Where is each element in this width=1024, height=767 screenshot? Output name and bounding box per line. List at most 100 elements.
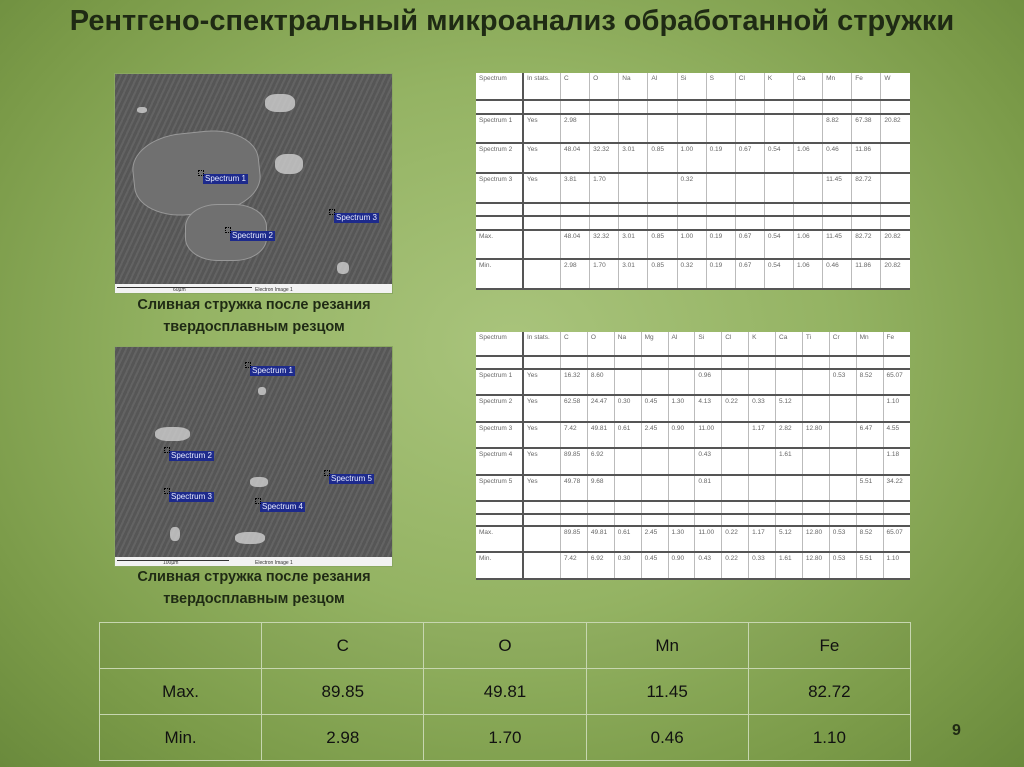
table-cell [822,100,852,115]
table-cell: 32.32 [589,229,619,261]
table-cell: 0.43 [694,552,722,580]
table-cell: 9.68 [586,474,615,503]
table-cell [734,100,765,115]
table-cell [801,395,830,423]
table-cell: 1.10 [882,395,910,423]
table-cell [880,202,910,218]
table-cell [586,501,615,515]
table-cell: 0.54 [763,143,794,175]
table-cell [676,100,707,115]
table-cell [705,100,736,115]
column-header: Si [676,73,707,102]
column-header: Fe [882,332,910,358]
table-cell [748,513,776,527]
table-cell: Spectrum 1 [476,113,523,145]
table-cell: 62.58 [560,395,588,423]
table-header-row: Spectrum In stats. C O Na Al Si S Cl K Ca Mn Fe W [476,73,910,102]
table-row: Spectrum 1 Yes 2.98 8.82 67.38 20.82 [476,113,910,145]
table-header-row: Spectrum In stats. C O Na Mg Al Si Cl K Ca Ti Cr Mn Fe [476,332,910,358]
column-header: Ca [775,332,803,358]
column-header: Fe [747,622,912,669]
table-cell [560,513,588,527]
table-cell: Min. [98,714,263,761]
table-row: Spectrum 2 Yes 48.04 32.32 3.01 0.85 1.00 0.19 0… [476,143,910,175]
table-cell: 2.98 [559,259,590,290]
column-header: Cl [734,73,765,102]
table-cell: 0.33 [748,552,776,580]
table-cell [667,356,695,370]
table-cell: 1.06 [792,259,823,290]
caption-1-line-2: твердосплавным резцом [163,319,345,335]
table-cell [880,143,910,175]
table-cell [589,113,619,145]
table-cell [721,448,749,476]
table-cell [775,368,803,397]
table-row [476,100,910,115]
table-cell: 11.45 [585,668,749,715]
table-cell: 1.70 [589,259,619,290]
table-cell [792,113,823,145]
column-header: K [748,332,776,358]
table-cell: 7.42 [560,552,588,580]
column-header: W [880,73,910,102]
table-row: Max. 48.04 32.32 3.01 0.85 1.00 0.19 0.67 0.54 1.… [476,229,910,261]
table-cell [855,501,883,515]
table-cell: 20.82 [880,113,910,145]
table-cell [522,525,561,554]
table-cell: 3.01 [618,143,648,175]
caption-1: Сливная стружка после резания твердоспла… [104,294,404,338]
table-cell: 0.85 [647,229,677,261]
table-cell [801,513,830,527]
table-cell [855,448,883,476]
sem-image-1: Spectrum 1 Spectrum 2 Spectrum 3 60µm El… [115,74,392,293]
table-cell [613,513,642,527]
table-row: Min. 2.98 1.70 0.46 1.10 [98,714,912,761]
table-cell [828,501,857,515]
spectrum-label-2: Spectrum 2 [225,227,275,241]
table-cell [705,202,736,218]
table-cell [586,513,615,527]
table-cell [676,113,707,145]
table-cell: 49.81 [586,525,615,554]
table-cell: 49.81 [586,421,615,450]
table-cell: 0.43 [694,448,722,476]
table-cell [822,202,852,218]
table-cell: Max. [98,668,263,715]
column-header: C [261,622,425,669]
table-cell: Yes [522,421,561,450]
table-cell: Max. [476,525,523,554]
table-cell [748,448,776,476]
table-cell [676,216,707,231]
table-cell [640,448,668,476]
table-cell [801,448,830,476]
table-cell [694,356,722,370]
table-cell: 2.45 [640,421,668,450]
table-cell [640,474,668,503]
table-row [476,513,910,527]
table-cell: 34.22 [882,474,910,503]
table-cell: 1.06 [792,229,823,261]
table-cell [618,202,648,218]
spectrum-label-3: Spectrum 3 [329,209,379,223]
table-cell: Yes [522,395,561,423]
table-cell: 65.07 [882,368,910,397]
scale-bar: 60µm Electron Image 1 [115,284,392,293]
column-header: Spectrum [476,332,523,358]
table-cell [734,202,765,218]
table-cell: Spectrum 2 [476,143,523,175]
table-cell: 8.52 [855,525,883,554]
table-cell [822,216,852,231]
table-cell: 0.46 [822,259,852,290]
table-cell [676,202,707,218]
table-cell [589,100,619,115]
table-cell [801,368,830,397]
table-cell: 1.00 [676,229,707,261]
table-cell: 0.19 [705,229,736,261]
table-row: Spectrum 3 Yes 3.81 1.70 0.32 11.45 82.72 [476,173,910,204]
spectrum-label-3: Spectrum 3 [164,488,214,502]
table-cell: 11.45 [822,173,852,204]
table-cell [589,216,619,231]
table-row [476,501,910,515]
table-cell: 0.90 [667,421,695,450]
table-cell: 0.30 [613,552,642,580]
